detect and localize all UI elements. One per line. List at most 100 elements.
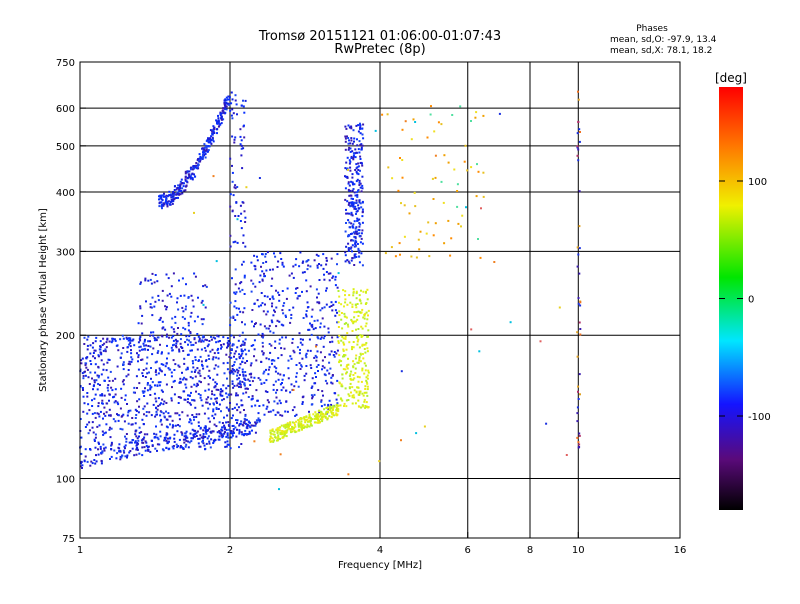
data-point xyxy=(314,354,317,357)
data-point xyxy=(186,338,189,341)
data-point xyxy=(364,343,367,346)
data-point xyxy=(349,142,352,145)
data-point xyxy=(289,321,292,324)
data-point xyxy=(419,230,422,233)
data-point xyxy=(272,433,275,436)
data-point xyxy=(186,366,189,369)
data-point xyxy=(192,165,195,167)
data-point xyxy=(146,383,149,386)
data-point xyxy=(351,176,354,179)
data-point xyxy=(121,414,124,417)
data-point xyxy=(361,175,364,178)
data-point xyxy=(139,283,142,285)
data-point xyxy=(188,394,191,397)
data-point xyxy=(337,321,340,324)
data-point xyxy=(178,425,181,428)
data-point xyxy=(235,394,237,397)
data-point xyxy=(294,431,297,434)
data-point xyxy=(337,340,340,343)
data-point xyxy=(482,114,485,117)
data-point xyxy=(362,316,365,319)
data-point xyxy=(250,424,253,427)
data-point xyxy=(125,375,128,378)
data-point xyxy=(342,341,345,344)
data-point xyxy=(245,387,248,390)
data-point xyxy=(284,314,287,317)
data-point xyxy=(204,427,207,430)
data-point xyxy=(179,294,182,297)
data-point xyxy=(118,447,121,450)
data-point xyxy=(320,399,323,402)
data-point xyxy=(178,348,181,351)
data-point xyxy=(356,219,359,222)
data-point xyxy=(282,324,285,327)
data-point xyxy=(247,424,250,427)
data-point xyxy=(352,374,355,376)
data-point xyxy=(235,435,238,438)
data-point xyxy=(333,414,335,417)
data-point xyxy=(202,429,205,432)
data-point xyxy=(174,363,177,366)
data-point xyxy=(103,394,106,397)
data-point xyxy=(193,399,196,402)
data-point xyxy=(175,197,178,199)
data-point xyxy=(269,440,272,443)
data-point xyxy=(177,445,180,447)
data-point xyxy=(156,408,159,411)
data-point xyxy=(363,314,366,317)
data-point xyxy=(346,303,349,306)
data-point xyxy=(199,434,202,437)
data-point xyxy=(297,425,300,428)
data-point xyxy=(242,201,245,204)
data-point xyxy=(171,424,174,427)
data-point xyxy=(374,129,377,132)
data-point xyxy=(147,345,150,347)
data-point xyxy=(102,417,104,420)
data-point xyxy=(199,396,202,399)
data-point xyxy=(353,183,356,186)
data-point xyxy=(168,203,171,206)
data-point xyxy=(146,446,149,449)
data-point xyxy=(223,432,226,435)
data-point xyxy=(160,389,163,392)
data-point xyxy=(161,289,164,292)
data-point xyxy=(314,327,317,330)
data-point xyxy=(366,347,369,350)
data-point xyxy=(131,439,134,441)
data-point xyxy=(173,437,176,440)
data-point xyxy=(97,354,100,357)
data-point xyxy=(335,398,338,401)
data-point xyxy=(134,417,137,419)
data-point xyxy=(203,377,206,380)
data-point xyxy=(365,291,367,294)
data-point xyxy=(225,387,228,390)
data-point xyxy=(340,312,343,314)
data-point xyxy=(162,403,165,406)
data-point xyxy=(289,428,292,430)
data-point xyxy=(205,339,208,342)
data-point xyxy=(217,352,220,354)
data-point xyxy=(242,340,245,343)
data-point xyxy=(229,402,231,404)
data-point xyxy=(229,301,232,304)
data-point xyxy=(273,309,275,312)
data-point xyxy=(142,391,145,394)
data-point xyxy=(189,331,192,333)
data-point xyxy=(576,331,579,334)
data-point xyxy=(170,375,173,378)
data-point xyxy=(291,421,294,424)
data-point xyxy=(277,291,280,294)
data-point xyxy=(140,322,143,325)
data-point xyxy=(348,226,351,229)
data-point xyxy=(361,334,364,337)
data-point xyxy=(249,425,252,428)
data-point xyxy=(344,135,347,138)
data-point xyxy=(216,431,219,434)
data-point xyxy=(128,337,130,340)
data-point xyxy=(116,365,119,368)
data-point xyxy=(335,406,338,409)
data-point xyxy=(216,128,219,131)
data-point xyxy=(312,328,315,331)
data-point xyxy=(205,401,208,404)
data-point xyxy=(172,191,175,193)
